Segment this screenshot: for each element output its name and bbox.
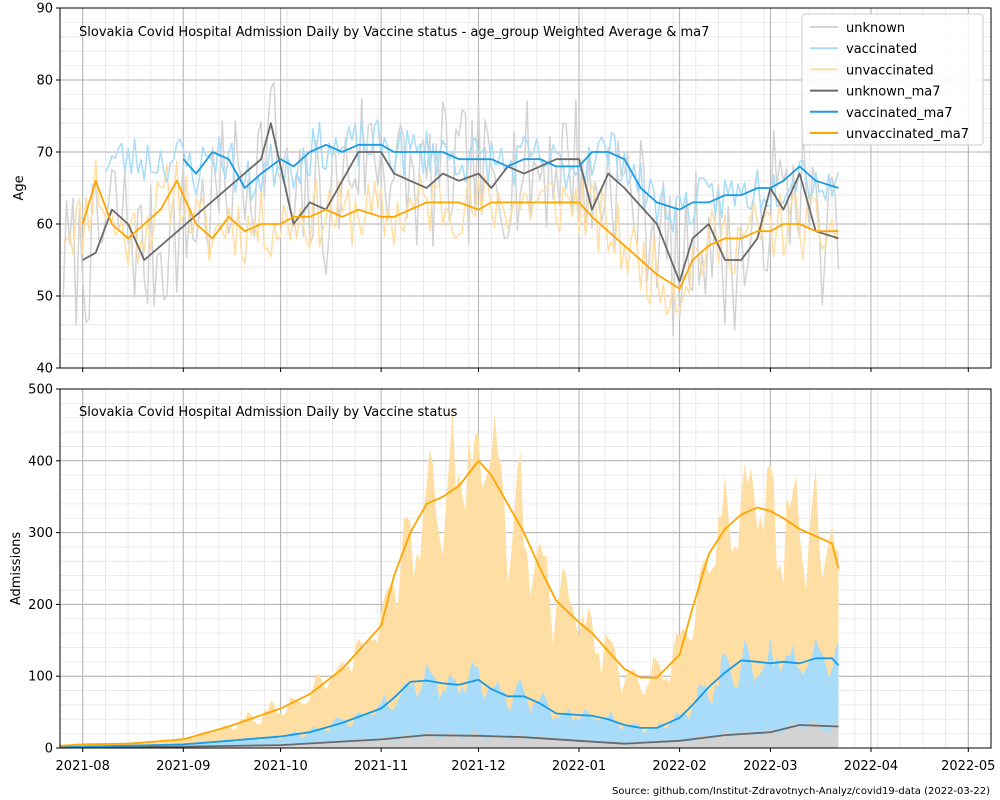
admissions-chart-title: Slovakia Covid Hospital Admission Daily … — [79, 405, 458, 420]
age-chart: 40 50 60 70 80 90 Slovakia Covid Hospital Adm… — [12, 2, 992, 377]
x-tick-label: 2022-04 — [844, 759, 898, 774]
legend: unknown vaccinated unvaccinated unknown_ma7… — [801, 13, 984, 146]
legend-box — [801, 13, 984, 146]
vaccinated-raw-line — [104, 119, 840, 233]
vaccinated-area — [60, 637, 839, 748]
y-tick-label: 50 — [36, 290, 53, 305]
age-chart-frame — [59, 7, 992, 369]
unvaccinated-ma7-line — [81, 179, 839, 290]
y-tick-label: 70 — [36, 146, 53, 161]
y-tick-label: 0 — [45, 742, 53, 757]
vaccinated-ma7-line — [60, 657, 840, 748]
unvaccinated-raw-line — [62, 159, 840, 316]
unknown-ma7-line — [82, 122, 839, 283]
legend-label-unknown-ma7: unknown_ma7 — [846, 85, 940, 100]
unknown-ma7-line — [60, 724, 839, 748]
vaccinated-ma7-line — [182, 143, 839, 211]
age-chart-x-ticks — [82, 368, 969, 372]
x-tick-label: 2021-09 — [156, 759, 210, 774]
x-tick-label: 2022-01 — [552, 759, 606, 774]
x-tick-label: 2021-08 — [56, 759, 110, 774]
y-tick-label: 90 — [36, 2, 53, 17]
admissions-chart-y-axis-label: Admissions — [9, 532, 24, 606]
source-note: Source: github.com/Institut-Zdravotnych-… — [612, 786, 990, 797]
y-tick-label: 400 — [28, 454, 53, 469]
x-tick-label: 2022-02 — [652, 759, 706, 774]
unvaccinated-area — [60, 406, 839, 748]
age-chart-y-ticks: 40 50 60 70 80 90 — [36, 2, 60, 377]
legend-label-unknown: unknown — [846, 21, 905, 36]
unvaccinated-ma7-line — [60, 459, 840, 747]
admissions-chart-areas — [60, 406, 839, 748]
age-chart-title: Slovakia Covid Hospital Admission Daily … — [79, 25, 709, 40]
x-tick-label: 2021-12 — [451, 759, 505, 774]
legend-label-vaccinated-ma7: vaccinated_ma7 — [846, 106, 953, 121]
y-tick-label: 40 — [36, 362, 53, 377]
y-tick-label: 80 — [36, 74, 53, 89]
age-chart-raw-series — [62, 81, 840, 337]
x-tick-label: 2021-11 — [354, 759, 408, 774]
y-tick-label: 100 — [28, 670, 53, 685]
y-tick-label: 500 — [28, 383, 53, 398]
age-chart-ma7-lines — [81, 122, 839, 290]
legend-label-vaccinated: vaccinated — [846, 42, 917, 57]
age-chart-y-axis-label: Age — [12, 175, 27, 200]
x-tick-label: 2021-10 — [253, 759, 307, 774]
admissions-chart-y-ticks: 0 100 200 300 400 500 — [28, 383, 60, 757]
y-tick-label: 200 — [28, 598, 53, 613]
unknown-area — [60, 719, 839, 748]
legend-label-unvaccinated-ma7: unvaccinated_ma7 — [846, 127, 969, 142]
legend-label-unvaccinated: unvaccinated — [846, 63, 934, 78]
admissions-chart-frame — [59, 388, 992, 749]
x-tick-label: 2022-03 — [743, 759, 797, 774]
y-tick-label: 60 — [36, 218, 53, 233]
admissions-chart-ma7-lines — [60, 459, 840, 748]
admissions-chart-x-ticks: 2021-08 2021-09 2021-10 2021-11 2021-12 2022-… — [56, 748, 995, 774]
x-tick-label: 2022-05 — [941, 759, 995, 774]
y-tick-label: 300 — [28, 526, 53, 541]
